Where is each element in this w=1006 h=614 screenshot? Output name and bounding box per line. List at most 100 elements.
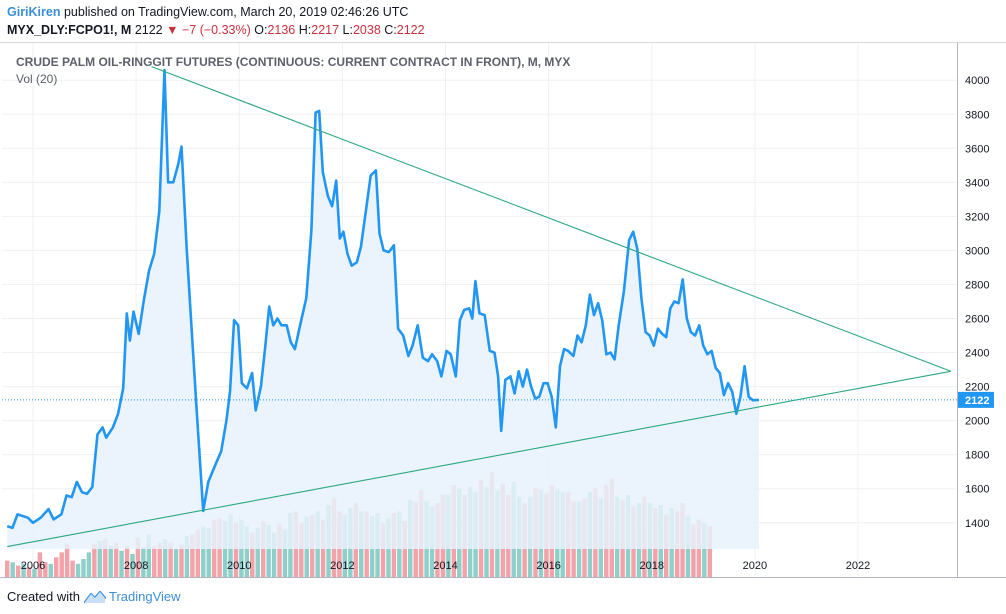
volume-bar: [233, 522, 239, 577]
time-tick-label: 2012: [330, 560, 354, 572]
volume-bar: [130, 554, 135, 577]
symbol-info: MYX_DLY:FCPO1!, M 2122 ▼ −7 (−0.33%) O:2…: [7, 23, 425, 37]
created-with-text: Created with: [7, 589, 80, 604]
price-tick-label: 1400: [965, 518, 989, 530]
volume-bar: [707, 526, 712, 577]
price-tick-label: 2600: [965, 314, 989, 326]
volume-bar: [266, 524, 271, 577]
volume-bar: [702, 522, 707, 577]
tradingview-logo-icon: [83, 590, 106, 603]
time-tick-label: 2008: [124, 560, 148, 572]
price-tick-label: 2200: [965, 382, 989, 394]
volume-bar: [81, 558, 86, 577]
volume-bar: [184, 535, 190, 577]
volume-bar: [37, 552, 43, 577]
price-axis-border: [957, 42, 958, 578]
time-axis-border: [0, 577, 1006, 578]
price-line: [6, 68, 760, 530]
price-tick-label: 3400: [965, 177, 989, 189]
price-area-fill: [7, 70, 759, 549]
time-tick-label: 2006: [21, 560, 45, 572]
volume-bar: [162, 539, 168, 577]
high-value: 2217: [311, 23, 340, 37]
chart-top-border: [0, 42, 1006, 43]
price-tick-label: 3200: [965, 211, 989, 223]
close-label: C:: [384, 23, 397, 37]
price-axis[interactable]: 1400 1600 1800 2000 2200 2400 2600 2800 3000 3200…: [965, 75, 989, 530]
volume-bar: [195, 529, 201, 577]
volume-bar: [206, 527, 211, 577]
symbol-name: MYX_DLY:FCPO1!, M: [7, 23, 132, 37]
volume-bar: [64, 544, 70, 577]
down-arrow-icon: ▼: [166, 23, 179, 37]
price-tick-label: 1600: [965, 484, 989, 496]
high-label: H:: [298, 23, 312, 37]
volume-bar: [5, 560, 10, 577]
volume-bar: [244, 526, 250, 577]
last-price-label: 2122: [965, 395, 989, 407]
price-tick-label: 2000: [965, 416, 989, 428]
volume-bar: [59, 552, 64, 577]
volume-bar: [54, 557, 59, 577]
price-tick-label: 1800: [965, 450, 989, 462]
volume-bar: [97, 540, 103, 577]
time-tick-label: 2022: [846, 560, 870, 572]
volume-bar: [92, 544, 97, 577]
volume-bar: [179, 544, 184, 577]
tradingview-brand[interactable]: TradingView: [108, 589, 181, 604]
lower-trendline[interactable]: [7, 370, 951, 548]
volume-label: Vol (20): [16, 72, 57, 86]
price-change: −7 (−0.33%): [181, 23, 251, 37]
author-name[interactable]: GiriKiren: [7, 5, 61, 19]
price-tick-label: 3800: [965, 109, 989, 121]
volume-bar: [222, 521, 228, 577]
volume-bar: [32, 568, 37, 577]
volume-bar: [168, 542, 173, 577]
chart-title: CRUDE PALM OIL-RINGGIT FUTURES (CONTINUO…: [16, 55, 570, 69]
close-value: 2122: [396, 23, 425, 37]
volume-bar: [15, 565, 21, 577]
price-tick-label: 2400: [965, 348, 989, 360]
low-label: L:: [342, 23, 353, 37]
volume-bar: [70, 560, 75, 577]
volume-bar: [48, 563, 54, 577]
volume-bar: [141, 547, 146, 577]
time-tick-label: 2016: [536, 560, 560, 572]
volume-bar: [10, 562, 15, 577]
volume-bar: [157, 542, 162, 577]
volume-bar: [124, 545, 130, 577]
upper-trendline[interactable]: [151, 66, 952, 372]
volume-bar: [282, 529, 288, 577]
volume-bar: [380, 522, 386, 577]
volume-bar: [86, 552, 92, 577]
last-price-tag: 2122: [958, 391, 994, 408]
volume-bar: [250, 532, 255, 577]
time-tick-label: 2014: [433, 560, 457, 572]
volume-bar: [173, 549, 179, 577]
volume-bar: [299, 522, 304, 577]
volume-bar: [103, 539, 108, 577]
publish-info: GiriKiren published on TradingView.com, …: [7, 5, 408, 19]
volume-bar: [277, 524, 282, 577]
time-tick-label: 2010: [227, 560, 251, 572]
price-tick-label: 2800: [965, 279, 989, 291]
published-text: published on TradingView.com, March 20, …: [63, 5, 409, 19]
volume-bar: [108, 545, 113, 577]
volume-bar: [146, 534, 152, 577]
price-tick-label: 3000: [965, 245, 989, 257]
volume-bar: [691, 524, 696, 577]
price-tick-label: 4000: [965, 75, 989, 87]
volume-bar: [26, 567, 32, 577]
low-value: 2038: [352, 23, 381, 37]
volume-bar: [43, 562, 48, 577]
volume-bar: [402, 521, 408, 577]
price-tick-label: 3600: [965, 143, 989, 155]
footer: Created with TradingView: [7, 589, 181, 604]
time-axis[interactable]: 2006 2008 2010 2012 2014 2016 2018 2020 2022: [21, 560, 870, 572]
volume-bar: [152, 545, 157, 577]
volume-bar: [119, 550, 124, 577]
volume-bar: [201, 526, 206, 577]
volume-bar: [135, 537, 141, 577]
time-tick-label: 2020: [743, 560, 767, 572]
